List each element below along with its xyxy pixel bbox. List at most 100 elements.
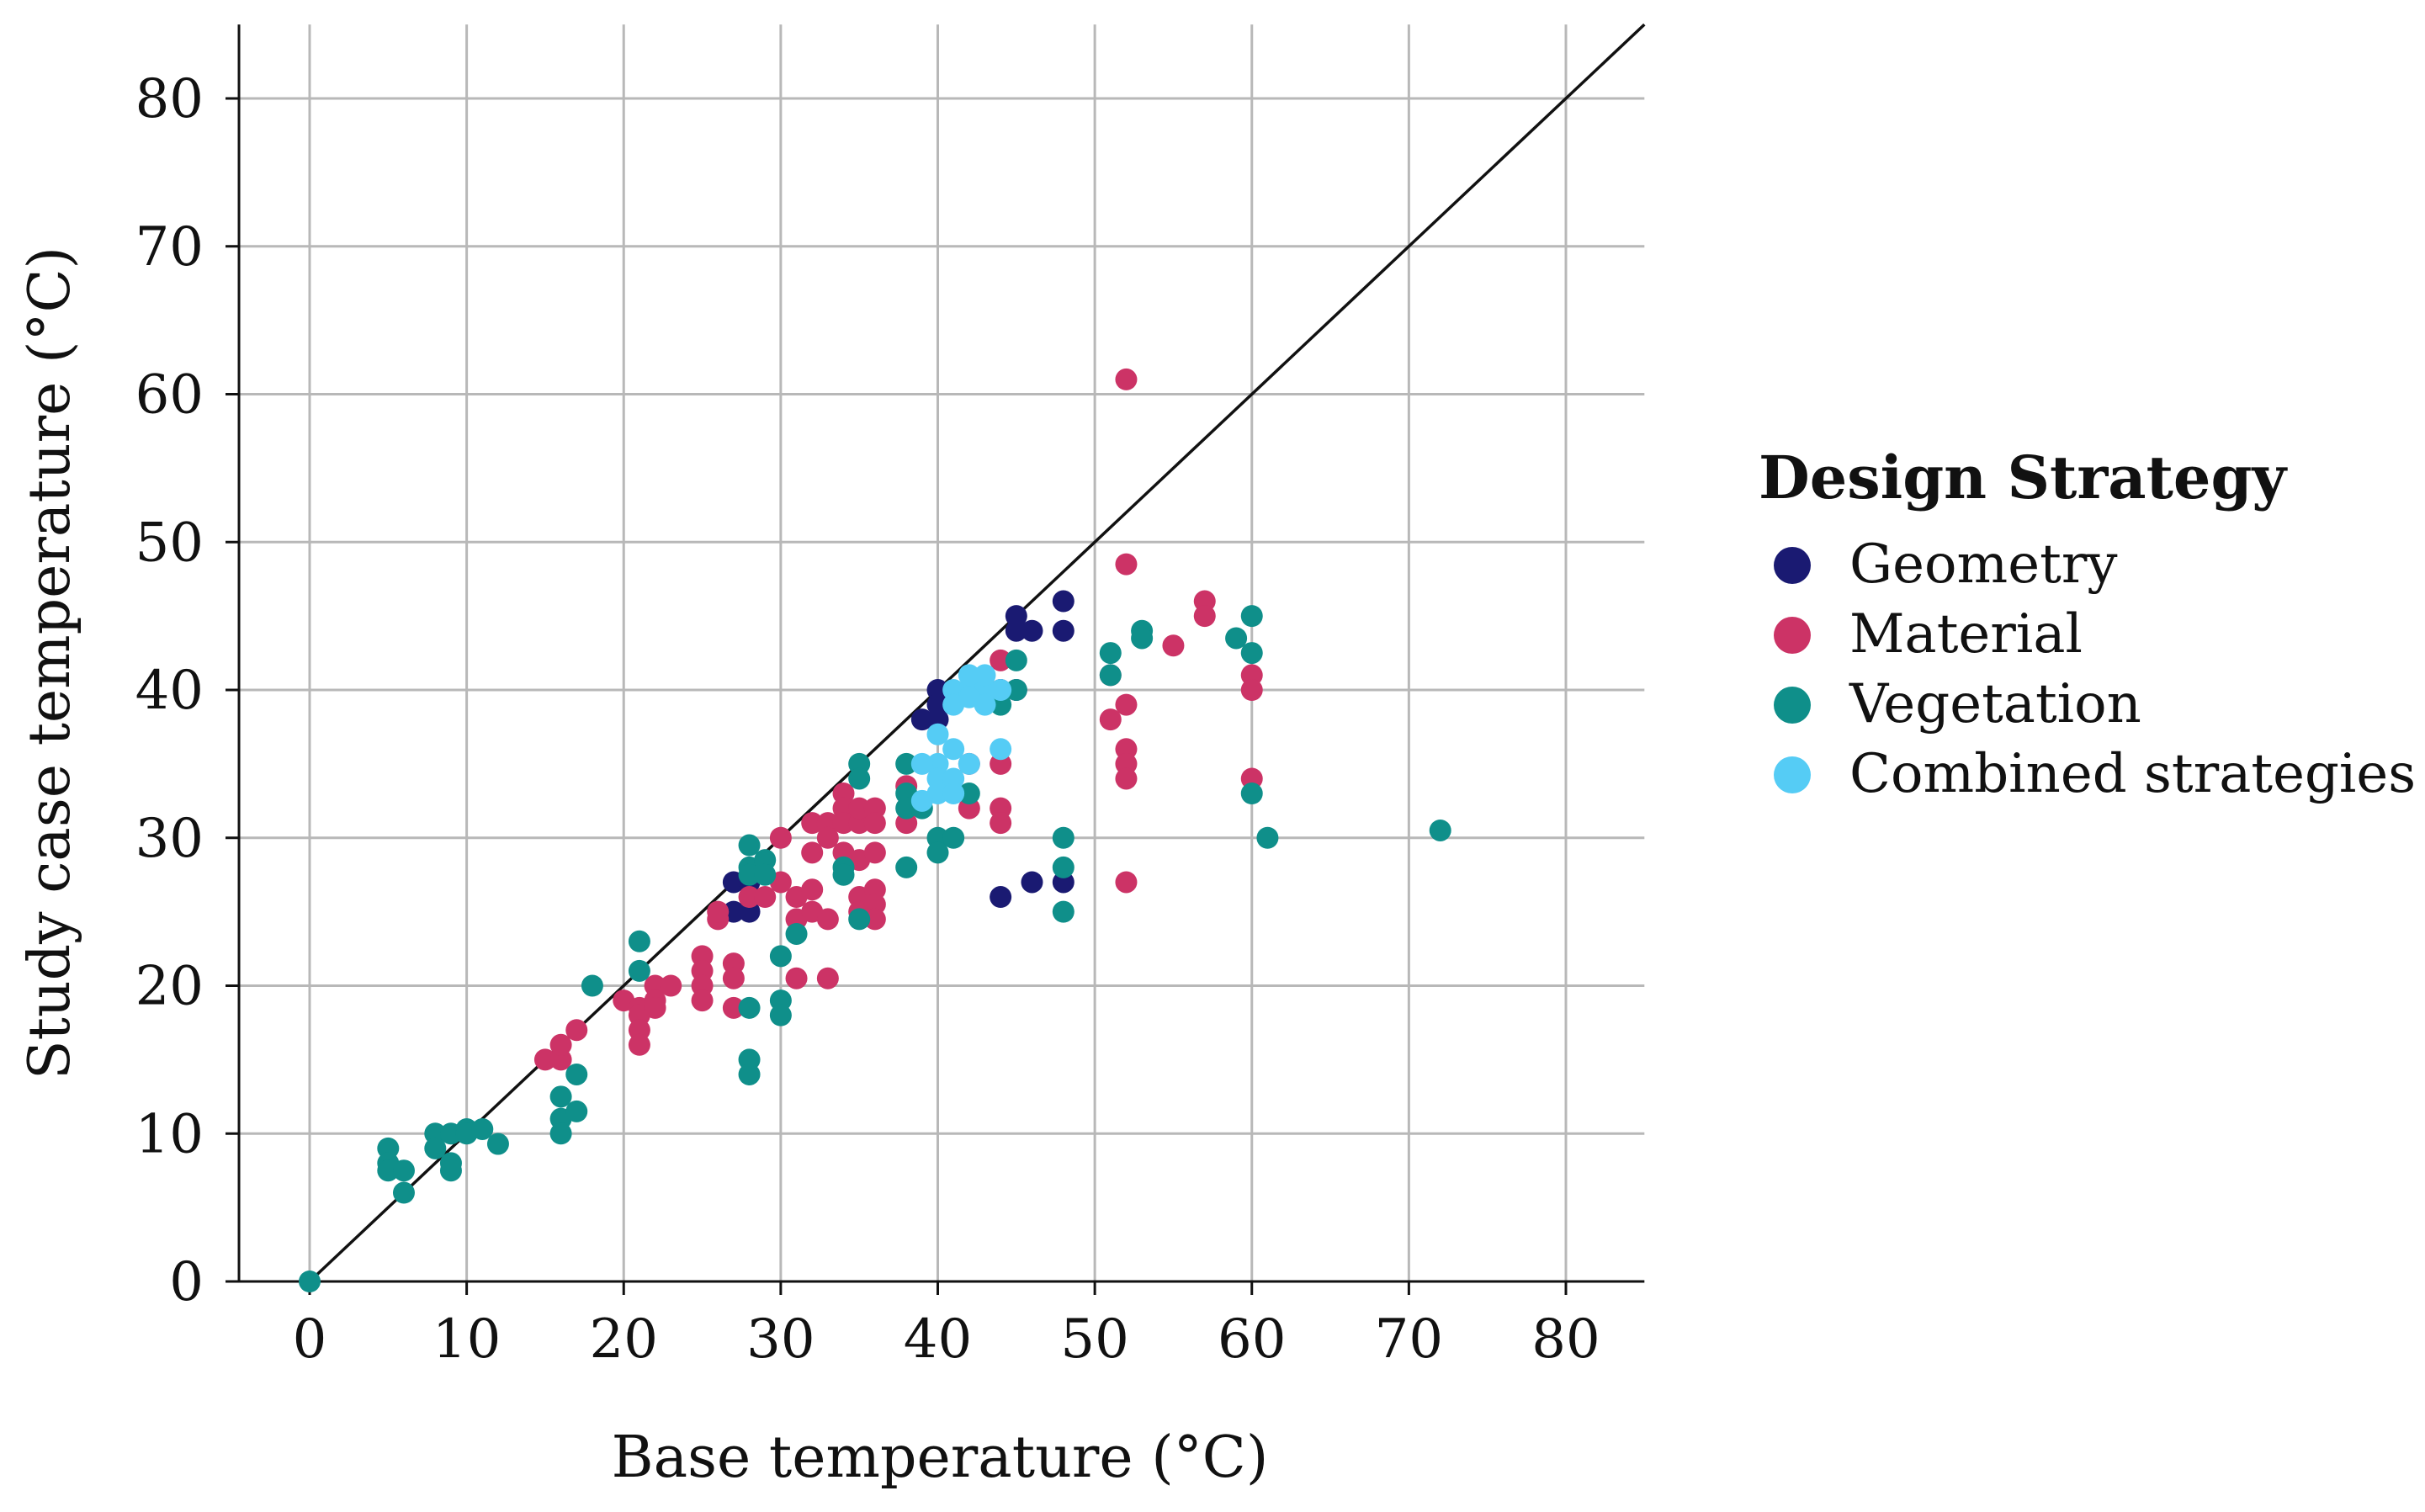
point-combined-strategies-17 — [958, 752, 980, 775]
reference-line-layer — [308, 23, 1646, 1283]
point-combined-strategies-4 — [974, 693, 996, 716]
point-vegetation-33 — [769, 1004, 792, 1027]
point-vegetation-59 — [1225, 627, 1248, 650]
point-vegetation-20 — [581, 974, 603, 997]
point-material-1 — [1115, 553, 1138, 576]
x-tick-label-30: 30 — [746, 1308, 815, 1371]
point-vegetation-48 — [958, 783, 980, 805]
point-vegetation-21 — [628, 930, 650, 952]
point-vegetation-17 — [549, 1122, 572, 1145]
series-vegetation — [299, 605, 1451, 1292]
point-vegetation-30 — [738, 1063, 761, 1085]
reference-line-y-equals-x — [308, 23, 1646, 1283]
point-material-24 — [565, 1019, 588, 1042]
point-vegetation-46 — [926, 841, 949, 864]
point-material-41 — [722, 967, 745, 989]
point-vegetation-38 — [848, 767, 871, 790]
legend-marker-material — [1774, 617, 1811, 654]
point-vegetation-13 — [471, 1117, 494, 1140]
point-material-52 — [801, 878, 824, 901]
point-material-42 — [722, 996, 745, 1019]
point-vegetation-53 — [1052, 856, 1075, 878]
x-tick-label-40: 40 — [904, 1308, 972, 1371]
point-material-43 — [738, 886, 761, 909]
y-tick-label-30: 30 — [135, 808, 204, 870]
y-tick-label-10: 10 — [135, 1103, 204, 1165]
point-material-45 — [769, 826, 792, 849]
legend-items: Geometry Material Vegetation Combined strat… — [1774, 533, 2416, 805]
point-combined-strategies-10 — [942, 738, 965, 761]
legend-marker-vegetation — [1774, 687, 1811, 724]
point-vegetation-4 — [392, 1159, 415, 1182]
point-material-13 — [1240, 679, 1263, 701]
x-tick-label-50: 50 — [1060, 1308, 1128, 1371]
data-points — [299, 368, 1451, 1292]
point-geometry-16 — [1021, 871, 1043, 894]
point-material-63 — [848, 797, 871, 820]
point-vegetation-36 — [832, 863, 855, 886]
point-vegetation-58 — [1131, 627, 1154, 650]
point-vegetation-27 — [754, 863, 777, 886]
legend-label-geometry: Geometry — [1849, 533, 2118, 596]
point-material-29 — [628, 1033, 650, 1056]
point-material-57 — [816, 967, 839, 989]
point-vegetation-61 — [1240, 642, 1263, 665]
legend-marker-geometry — [1774, 547, 1811, 584]
point-vegetation-39 — [848, 908, 871, 931]
point-geometry-2 — [1021, 619, 1043, 642]
point-vegetation-47 — [942, 826, 965, 849]
legend-marker-combined-strategies — [1774, 756, 1811, 793]
point-geometry-9 — [910, 708, 933, 731]
point-vegetation-22 — [628, 959, 650, 982]
point-material-3 — [1193, 605, 1216, 628]
point-vegetation-56 — [1099, 664, 1122, 687]
point-vegetation-5 — [392, 1181, 415, 1204]
point-vegetation-0 — [299, 1271, 321, 1292]
y-tick-label-40: 40 — [135, 660, 204, 722]
x-tick-label-0: 0 — [293, 1308, 327, 1371]
point-material-72 — [863, 908, 886, 931]
x-tick-label-10: 10 — [432, 1308, 501, 1371]
point-combined-strategies-12 — [910, 752, 933, 775]
point-vegetation-34 — [785, 922, 808, 945]
point-vegetation-60 — [1240, 605, 1263, 628]
point-vegetation-23 — [738, 834, 761, 857]
point-vegetation-10 — [439, 1159, 462, 1182]
point-material-37 — [691, 989, 714, 1012]
point-geometry-1 — [1005, 619, 1027, 642]
series-combined-strategies — [910, 664, 1012, 812]
point-geometry-4 — [1052, 619, 1075, 642]
point-combined-strategies-19 — [942, 783, 965, 805]
point-vegetation-15 — [549, 1085, 572, 1108]
point-material-10 — [1115, 767, 1138, 790]
point-geometry-15 — [990, 886, 1012, 909]
point-vegetation-25 — [738, 863, 761, 886]
y-tick-label-70: 70 — [135, 216, 204, 279]
point-material-23 — [549, 1033, 572, 1056]
point-material-7 — [1099, 708, 1122, 731]
grid — [239, 24, 1645, 1281]
point-material-0 — [1115, 368, 1138, 390]
point-vegetation-18 — [565, 1063, 588, 1085]
y-tick-label-0: 0 — [169, 1251, 204, 1313]
point-material-39 — [707, 900, 730, 923]
y-tick-label-80: 80 — [135, 68, 204, 130]
x-tick-label-80: 80 — [1531, 1308, 1600, 1371]
point-combined-strategies-8 — [974, 664, 996, 687]
legend-title: Design Strategy — [1759, 443, 2288, 512]
point-material-4 — [1162, 634, 1185, 657]
point-vegetation-54 — [1052, 900, 1075, 923]
x-axis-title: Base temperature (°C) — [612, 1424, 1269, 1491]
point-material-33 — [660, 974, 682, 997]
point-material-6 — [1115, 693, 1138, 716]
x-tick-label-70: 70 — [1375, 1308, 1443, 1371]
y-tick-label-60: 60 — [135, 364, 204, 427]
point-vegetation-44 — [895, 856, 918, 878]
legend: Design Strategy Geometry Material Vegetati… — [1759, 443, 2416, 805]
point-material-21 — [533, 1048, 556, 1071]
point-material-56 — [816, 826, 839, 849]
x-tick-label-60: 60 — [1218, 1308, 1286, 1371]
point-combined-strategies-9 — [926, 723, 949, 745]
point-material-54 — [816, 908, 839, 931]
